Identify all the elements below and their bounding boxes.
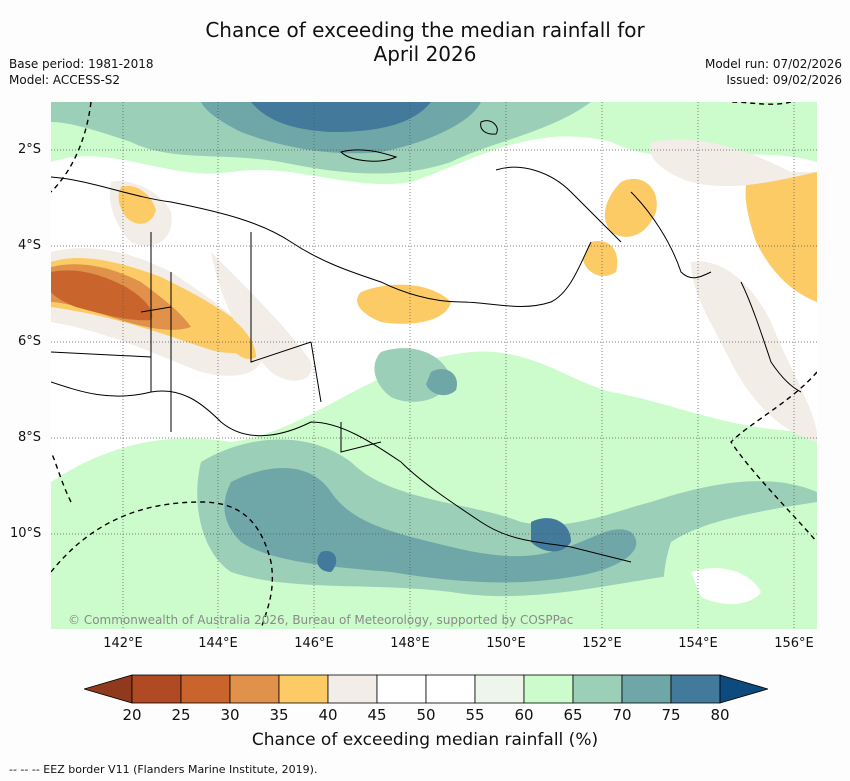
map-title: Chance of exceeding the median rainfall … (0, 18, 850, 66)
issued-date: Issued: 09/02/2026 (726, 73, 842, 87)
colorbar-segment (327, 674, 378, 704)
eez-legend-note: -- -- -- EEZ border V11 (Flanders Marine… (9, 763, 318, 776)
colorbar-tick-label: 65 (563, 706, 583, 724)
lon-label-144e: 144°E (198, 636, 238, 651)
colorbar-segment (572, 674, 623, 704)
colorbar-label: Chance of exceeding median rainfall (%) (251, 730, 599, 750)
lon-label-142e: 142°E (103, 636, 143, 651)
grid-lines (51, 102, 817, 629)
lat-label-4s: 4°S (18, 238, 42, 253)
lon-label-148e: 148°E (390, 636, 430, 651)
model-name: Model: ACCESS-S2 (9, 73, 121, 87)
colorbar-segment (180, 674, 231, 704)
colorbar-tick-label: 80 (710, 706, 730, 724)
meta-left: Base period: 1981-2018 Model: ACCESS-S2 (9, 56, 154, 88)
colorbar-segment (425, 674, 476, 704)
colorbar-segment (229, 674, 280, 704)
lat-label-6s: 6°S (18, 334, 42, 349)
colorbar-segment (621, 674, 672, 704)
map-svg (51, 102, 817, 629)
colorbar (82, 674, 770, 704)
colorbar-tick-label: 35 (269, 706, 289, 724)
colorbar-tick-label: 50 (416, 706, 436, 724)
lon-label-150e: 150°E (486, 636, 526, 651)
colorbar-tick-label: 60 (514, 706, 534, 724)
lat-label-10s: 10°S (10, 526, 42, 541)
colorbar-segment (278, 674, 329, 704)
lon-label-154e: 154°E (678, 636, 718, 651)
colorbar-segment (670, 674, 721, 704)
lon-label-156e: 156°E (774, 636, 814, 651)
colorbar-segment (376, 674, 427, 704)
colorbar-tick-label: 75 (661, 706, 681, 724)
copyright-notice: © Commonwealth of Australia 2026, Bureau… (68, 613, 574, 627)
coastlines (51, 120, 802, 563)
colorbar-segment (474, 674, 525, 704)
colorbar-tick-label: 20 (122, 706, 142, 724)
title-line-1: Chance of exceeding the median rainfall … (205, 18, 645, 42)
base-period: Base period: 1981-2018 (9, 57, 154, 71)
colorbar-svg (82, 674, 770, 704)
rainfall-map (51, 102, 817, 629)
colorbar-low-extension (82, 674, 133, 704)
model-run-date: Model run: 07/02/2026 (704, 57, 842, 71)
title-line-2: April 2026 (373, 42, 477, 66)
colorbar-tick-label: 40 (318, 706, 338, 724)
lon-label-152e: 152°E (582, 636, 622, 651)
lat-label-2s: 2°S (18, 142, 42, 157)
colorbar-tick-label: 30 (220, 706, 240, 724)
eez-borders (51, 102, 817, 629)
colorbar-high-extension (719, 674, 770, 704)
colorbar-tick-label: 25 (171, 706, 191, 724)
colorbar-tick-label: 70 (612, 706, 632, 724)
meta-right: Model run: 07/02/2026 Issued: 09/02/2026 (705, 56, 842, 88)
colorbar-tick-label: 45 (367, 706, 387, 724)
colorbar-tick-label: 55 (465, 706, 485, 724)
contour-fills (51, 102, 817, 629)
colorbar-segment (131, 674, 182, 704)
lon-label-146e: 146°E (294, 636, 334, 651)
colorbar-segment (523, 674, 574, 704)
lat-label-8s: 8°S (18, 430, 42, 445)
